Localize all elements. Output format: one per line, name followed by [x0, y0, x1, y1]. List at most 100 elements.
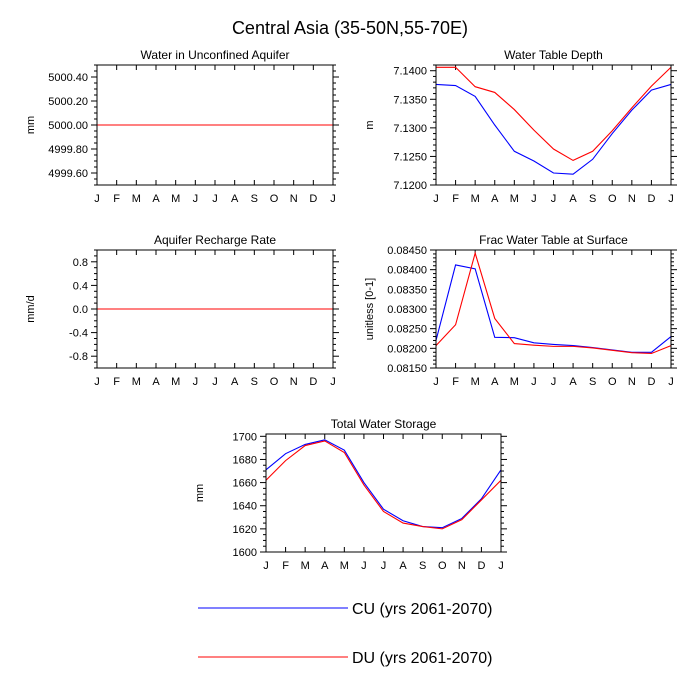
x-tick-label: J	[498, 560, 504, 572]
panel-title: Total Water Storage	[331, 417, 437, 431]
series-line-cu	[435, 83, 672, 175]
x-tick-label: D	[477, 560, 485, 572]
x-tick-label: N	[458, 560, 466, 572]
y-tick-label: 0.08350	[387, 284, 427, 296]
y-axis-label: mm/d	[25, 295, 37, 323]
plot-frame	[96, 64, 334, 186]
x-tick-label: A	[321, 560, 329, 572]
x-tick-label: A	[152, 376, 160, 388]
x-tick-label: M	[301, 560, 310, 572]
legend: CU (yrs 2061-2070) DU (yrs 2061-2070)	[198, 601, 493, 667]
x-tick-label: J	[330, 376, 336, 388]
series-line-cu	[435, 264, 672, 353]
x-tick-label: M	[471, 376, 480, 388]
x-tick-label: M	[340, 560, 349, 572]
y-tick-label: 1660	[233, 478, 257, 490]
y-tick-label: 0.0	[73, 304, 88, 316]
y-axis-label: mm	[25, 116, 37, 134]
y-tick-label: 7.1350	[393, 94, 427, 106]
plot-frame	[265, 433, 502, 553]
x-tick-label: S	[251, 193, 258, 205]
panel-title: Frac Water Table at Surface	[479, 233, 628, 247]
x-tick-label: A	[491, 376, 499, 388]
x-tick-label: J	[212, 193, 218, 205]
x-tick-label: D	[309, 193, 317, 205]
x-tick-label: J	[531, 376, 537, 388]
x-tick-label: F	[282, 560, 289, 572]
x-tick-label: J	[212, 376, 218, 388]
x-tick-label: M	[171, 193, 180, 205]
x-tick-label: A	[491, 193, 499, 205]
series-line-du	[435, 251, 672, 355]
x-tick-label: J	[193, 193, 199, 205]
series-line-du	[436, 66, 672, 162]
x-tick-label: D	[309, 376, 317, 388]
x-tick-label: M	[132, 193, 141, 205]
x-tick-label: A	[152, 193, 160, 205]
x-tick-label: S	[589, 376, 596, 388]
x-tick-label: J	[330, 193, 336, 205]
y-tick-label: 0.08150	[387, 363, 427, 375]
x-tick-label: N	[290, 193, 298, 205]
x-tick-label: O	[608, 193, 617, 205]
x-tick-label: N	[290, 376, 298, 388]
y-tick-label: 5000.20	[48, 96, 88, 108]
x-tick-label: O	[270, 376, 279, 388]
x-tick-label: N	[628, 376, 636, 388]
x-tick-label: N	[628, 193, 636, 205]
y-tick-label: 1620	[233, 524, 257, 536]
x-tick-label: M	[471, 193, 480, 205]
y-axis-label: unitless [0-1]	[364, 278, 376, 340]
x-tick-label: F	[452, 376, 459, 388]
y-tick-label: 1700	[233, 431, 257, 443]
series-line-du	[265, 440, 502, 530]
y-tick-label: 4999.60	[48, 168, 88, 180]
plot-frame	[435, 249, 672, 369]
y-axis-label: m	[364, 120, 376, 129]
x-tick-label: D	[647, 376, 655, 388]
x-tick-label: J	[381, 560, 387, 572]
panel-title: Aquifer Recharge Rate	[154, 233, 276, 247]
y-tick-label: 7.1200	[393, 180, 427, 192]
x-tick-label: F	[452, 193, 459, 205]
x-tick-label: F	[113, 376, 120, 388]
x-tick-label: A	[231, 193, 239, 205]
x-tick-label: M	[510, 193, 519, 205]
y-tick-label: 0.08300	[387, 304, 427, 316]
x-tick-label: J	[433, 376, 439, 388]
plot-frame	[96, 249, 334, 369]
y-tick-label: 1680	[233, 454, 257, 466]
x-tick-label: M	[510, 376, 519, 388]
x-tick-label: J	[433, 193, 439, 205]
x-tick-label: S	[589, 193, 596, 205]
y-tick-label: 4999.80	[48, 144, 88, 156]
x-tick-label: S	[251, 376, 258, 388]
y-tick-label: 0.4	[73, 280, 88, 292]
y-tick-label: -0.8	[69, 351, 88, 363]
x-tick-label: A	[399, 560, 407, 572]
y-tick-label: 7.1300	[393, 123, 427, 135]
y-tick-label: 7.1250	[393, 151, 427, 163]
legend-label-du: DU (yrs 2061-2070)	[352, 650, 493, 667]
x-tick-label: J	[668, 376, 674, 388]
y-tick-label: 5000.00	[48, 120, 88, 132]
panel-frac-water-table-at-surface: Frac Water Table at Surface unitless [0-1…	[364, 233, 677, 388]
y-tick-label: 7.1400	[393, 66, 427, 78]
x-tick-label: F	[113, 193, 120, 205]
x-tick-label: A	[569, 193, 577, 205]
x-tick-label: M	[171, 376, 180, 388]
x-tick-label: J	[361, 560, 367, 572]
x-tick-label: O	[438, 560, 447, 572]
x-tick-label: J	[94, 193, 100, 205]
x-tick-label: J	[94, 376, 100, 388]
x-tick-label: J	[263, 560, 269, 572]
series-line-cu	[265, 439, 502, 529]
x-tick-label: J	[193, 376, 199, 388]
x-tick-label: D	[647, 193, 655, 205]
y-tick-label: 0.8	[73, 257, 88, 269]
x-tick-label: J	[668, 193, 674, 205]
y-tick-label: -0.4	[69, 328, 88, 340]
